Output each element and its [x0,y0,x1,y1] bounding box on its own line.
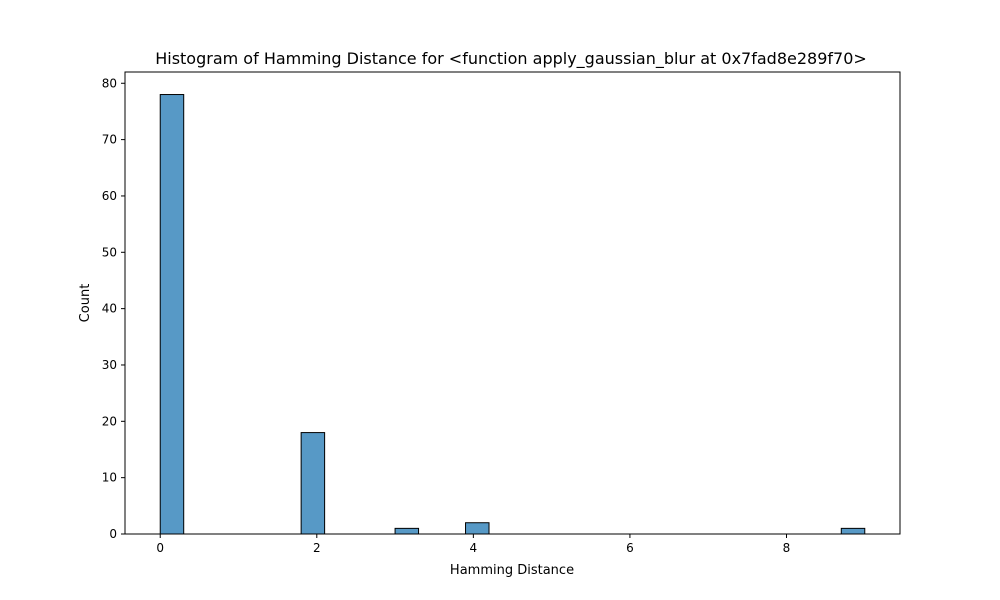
y-tick-label-50: 50 [102,245,117,259]
x-axis-label: Hamming Distance [450,563,574,578]
x-tick-label-6: 6 [626,541,634,555]
x-tick-label-4: 4 [470,541,478,555]
y-tick-label-40: 40 [102,302,117,316]
y-tick-label-80: 80 [102,76,117,90]
y-tick-label-60: 60 [102,189,117,203]
bars-group [159,94,866,535]
histogram-bar-2 [394,527,420,535]
histogram-bar-4 [840,527,866,535]
y-tick-label-20: 20 [102,414,117,428]
histogram-bar-0 [159,94,185,535]
axes-frame [124,71,901,535]
y-axis-ticks: 0 10 20 30 40 50 60 70 80 [102,76,125,541]
y-tick-label-10: 10 [102,471,117,485]
chart-title: Histogram of Hamming Distance for <funct… [155,49,867,69]
histogram-bar-1 [300,432,326,535]
histogram-bar-3 [465,522,490,535]
x-tick-label-2: 2 [313,541,321,555]
y-tick-label-70: 70 [102,133,117,147]
y-axis-label: Count [78,284,93,323]
x-tick-label-8: 8 [783,541,791,555]
y-tick-label-30: 30 [102,358,117,372]
y-tick-label-0: 0 [109,527,117,541]
x-tick-label-0: 0 [156,541,164,555]
x-axis-ticks: 0 2 4 6 8 [156,534,790,555]
